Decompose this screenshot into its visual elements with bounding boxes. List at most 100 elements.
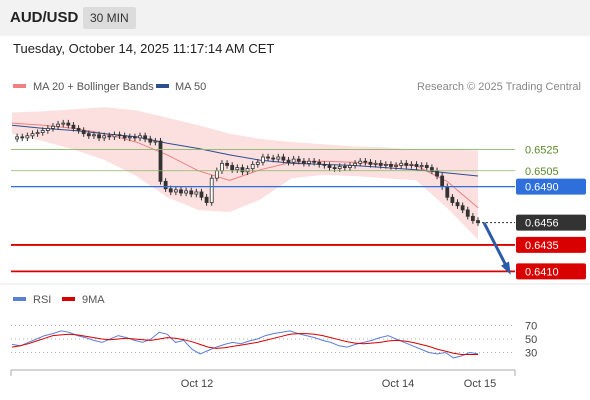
candle xyxy=(419,165,424,167)
candle xyxy=(245,168,250,173)
candle xyxy=(342,166,347,168)
candle xyxy=(76,127,81,131)
candle xyxy=(184,190,189,194)
candle xyxy=(235,167,240,171)
candle xyxy=(66,122,71,126)
candle xyxy=(214,170,219,179)
rsi-ma-legend-swatch xyxy=(62,297,75,301)
candle xyxy=(25,135,30,139)
candle xyxy=(373,162,378,165)
level-tag-support xyxy=(516,263,586,280)
timeframe-button[interactable]: 30 MIN xyxy=(83,7,136,29)
candle xyxy=(286,159,291,163)
candle xyxy=(97,134,101,139)
candle xyxy=(148,138,153,143)
candle xyxy=(424,165,429,168)
projection-arrow xyxy=(482,221,510,271)
bollinger-band-fill xyxy=(12,107,478,240)
candle xyxy=(138,135,142,139)
candle xyxy=(261,156,265,163)
candle xyxy=(255,161,260,165)
candle xyxy=(56,123,60,127)
candle xyxy=(301,160,306,164)
rsi-legend-swatch xyxy=(13,297,26,301)
rsi-ma-line xyxy=(11,333,478,355)
candle xyxy=(348,165,352,168)
candle xyxy=(445,186,450,198)
rsi-ma-legend-label: 9MA xyxy=(82,294,105,306)
rsi-tick-label: 30 xyxy=(525,348,537,360)
candle xyxy=(230,165,235,171)
candle xyxy=(409,163,414,166)
candle xyxy=(153,140,158,143)
projection-arrowhead xyxy=(500,261,511,275)
candle xyxy=(404,162,409,166)
candle xyxy=(440,175,445,188)
candle xyxy=(276,156,281,160)
candle xyxy=(296,158,301,162)
candle xyxy=(168,188,173,193)
candle xyxy=(378,162,383,166)
candle xyxy=(86,133,91,137)
candle xyxy=(312,160,317,163)
candle xyxy=(430,167,434,172)
candle xyxy=(435,170,439,177)
bollinger-legend-swatch xyxy=(13,84,26,88)
candle xyxy=(317,161,322,165)
candle xyxy=(15,136,20,140)
candle xyxy=(322,163,327,166)
candle xyxy=(189,190,194,195)
candle xyxy=(450,196,455,203)
candle xyxy=(209,177,214,203)
x-tick-label: Oct 14 xyxy=(382,378,414,390)
bollinger-legend-label: MA 20 + Bollinger Bands xyxy=(33,81,154,93)
candle xyxy=(173,189,178,193)
x-tick-label: Oct 12 xyxy=(181,378,213,390)
candle xyxy=(51,125,55,129)
price-panel xyxy=(11,107,480,240)
candle xyxy=(291,158,296,163)
candle xyxy=(199,191,204,198)
price-levels: 0.6525 0.6505 0.6490 0.6456 0.6435 0.6410 xyxy=(11,145,586,280)
rsi-tick-label: 50 xyxy=(525,334,537,346)
chart-datetime: Tuesday, October 14, 2025 11:17:14 AM CE… xyxy=(13,41,275,56)
candle xyxy=(332,167,337,170)
candle xyxy=(61,122,66,125)
candle xyxy=(127,136,132,139)
candle xyxy=(102,135,107,139)
candle xyxy=(40,130,45,134)
candle xyxy=(117,134,122,137)
copyright-label: Research © 2025 Trading Central xyxy=(417,81,581,93)
level-label: 0.6456 xyxy=(525,218,559,230)
level-label: 0.6410 xyxy=(525,266,559,278)
level-label: 0.6525 xyxy=(525,145,559,157)
candle xyxy=(143,135,148,140)
level-label: 0.6505 xyxy=(525,166,559,178)
candle xyxy=(414,163,419,167)
candle xyxy=(107,135,112,138)
x-tick-label: Oct 15 xyxy=(464,378,496,390)
level-tag-support xyxy=(516,236,586,253)
candle xyxy=(394,165,398,167)
candle xyxy=(250,163,255,170)
ma50-legend-label: MA 50 xyxy=(175,81,206,93)
candle xyxy=(389,163,393,167)
rsi-tick-label: 70 xyxy=(525,321,537,333)
candle xyxy=(240,167,245,173)
candle xyxy=(363,160,368,163)
chart-header: AUD/USD 30 MIN xyxy=(0,0,590,36)
candle xyxy=(179,189,183,194)
level-label: 0.6490 xyxy=(525,182,559,194)
candle xyxy=(194,191,199,195)
level-tag-last xyxy=(516,214,586,231)
candle xyxy=(158,140,163,182)
candle xyxy=(460,205,465,211)
candle xyxy=(470,215,475,221)
candle xyxy=(45,127,50,131)
level-label: 0.6435 xyxy=(525,240,559,252)
candle xyxy=(220,162,224,172)
candle xyxy=(271,157,276,160)
ma50-line xyxy=(11,124,479,177)
